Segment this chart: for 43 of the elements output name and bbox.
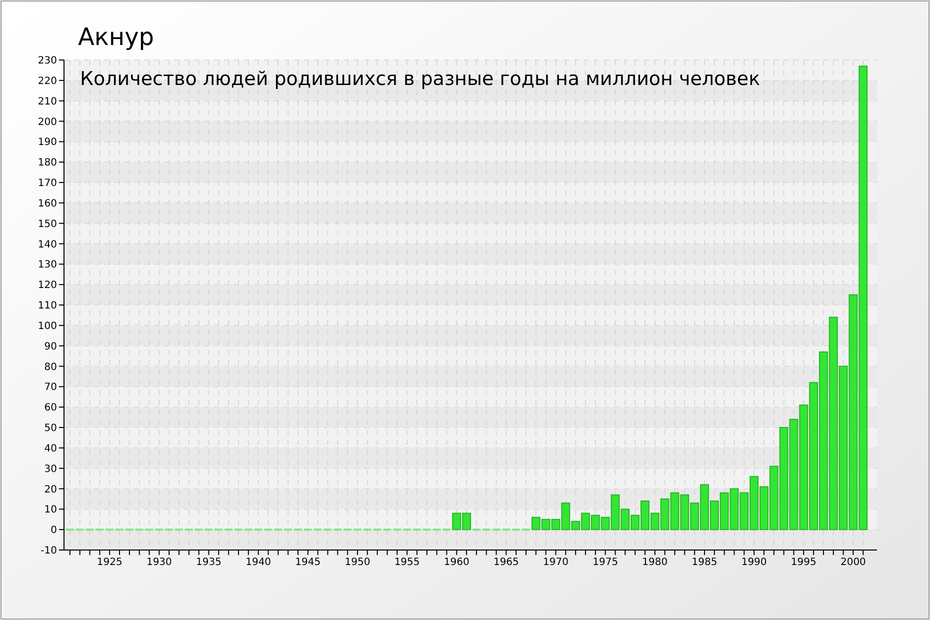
y-tick-label: 170 — [38, 178, 57, 189]
y-tick-label: 190 — [38, 137, 57, 148]
x-tick-label: 1960 — [444, 557, 470, 568]
x-tick-label: 1930 — [146, 557, 172, 568]
chart-title: Акнур — [78, 23, 154, 51]
y-tick-label: 20 — [44, 484, 57, 496]
y-tick-label: 130 — [38, 260, 57, 271]
x-tick-label: 1980 — [642, 557, 668, 568]
y-tick-label: -10 — [40, 546, 57, 556]
x-tick-label: 1940 — [246, 557, 272, 568]
x-tick-label: 1970 — [543, 557, 568, 568]
x-tick-label: 1945 — [295, 557, 321, 568]
y-tick-label: 60 — [44, 402, 57, 414]
y-tick-label: 0 — [50, 525, 57, 536]
y-tick-label: 230 — [38, 56, 57, 66]
y-tick-label: 140 — [38, 239, 57, 250]
x-tick-label: 2000 — [840, 557, 866, 568]
y-tick-label: 50 — [44, 423, 57, 434]
y-tick-label: 150 — [38, 218, 57, 230]
x-tick-label: 1950 — [344, 557, 370, 568]
y-tick-label: 210 — [38, 96, 57, 108]
y-tick-label: 120 — [38, 280, 57, 292]
y-tick-label: 160 — [38, 198, 57, 210]
text: Количество людей родившихся в разные годы на миллион человек — [80, 68, 760, 90]
x-tick-label: 1975 — [592, 557, 618, 568]
y-tick-label: 200 — [38, 116, 57, 128]
y-tick-label: 10 — [44, 504, 57, 516]
y-tick-label: 90 — [44, 341, 57, 352]
y-tick-label: 30 — [44, 464, 57, 475]
x-tick-label: 1925 — [96, 557, 122, 568]
x-tick-label: 1955 — [394, 557, 420, 568]
y-tick-label: 110 — [38, 300, 57, 312]
y-tick-label: 180 — [38, 158, 57, 169]
x-tick-label: 1965 — [493, 557, 519, 568]
y-tick-label: 100 — [38, 320, 57, 332]
x-tick-label: 1935 — [196, 557, 222, 568]
y-tick-label: 70 — [44, 382, 57, 394]
x-tick-label: 1995 — [790, 557, 816, 568]
y-tick-label: 80 — [44, 362, 57, 373]
y-tick-label: 220 — [38, 76, 57, 87]
x-tick-label: 1985 — [692, 557, 718, 568]
x-tick-label: 1990 — [741, 557, 767, 568]
y-tick-label: 40 — [44, 443, 57, 454]
